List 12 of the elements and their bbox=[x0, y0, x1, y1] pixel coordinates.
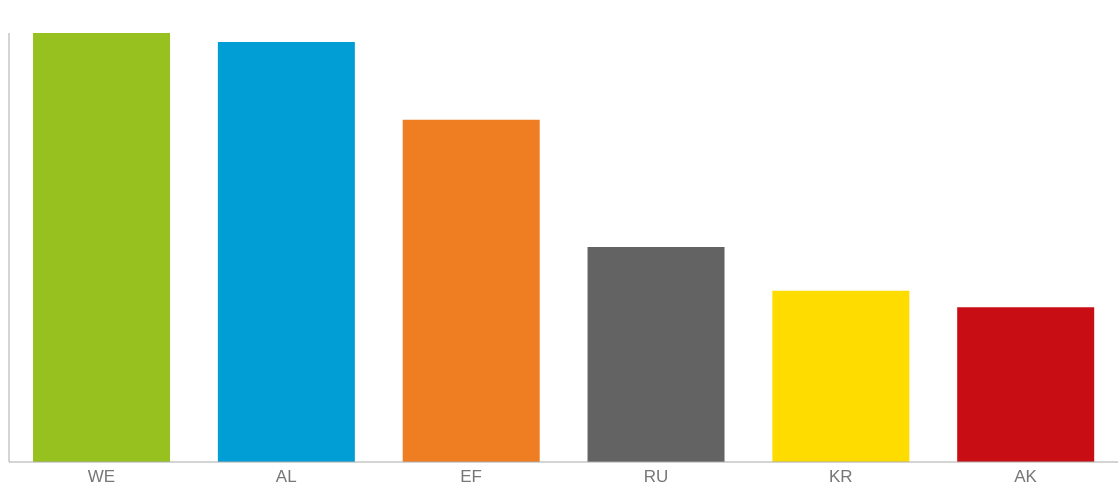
bar bbox=[772, 290, 910, 462]
x-tick-label: AK bbox=[1014, 467, 1038, 482]
x-tick-label: KR bbox=[828, 467, 853, 482]
bar bbox=[957, 307, 1095, 462]
bar bbox=[217, 42, 355, 462]
x-tick-label: AL bbox=[275, 467, 297, 482]
x-tick-label: EF bbox=[460, 467, 482, 482]
bar bbox=[33, 33, 171, 462]
bar bbox=[402, 119, 540, 462]
x-tick-label: WE bbox=[87, 467, 116, 482]
bar bbox=[587, 247, 725, 462]
x-tick-label: RU bbox=[643, 467, 669, 482]
